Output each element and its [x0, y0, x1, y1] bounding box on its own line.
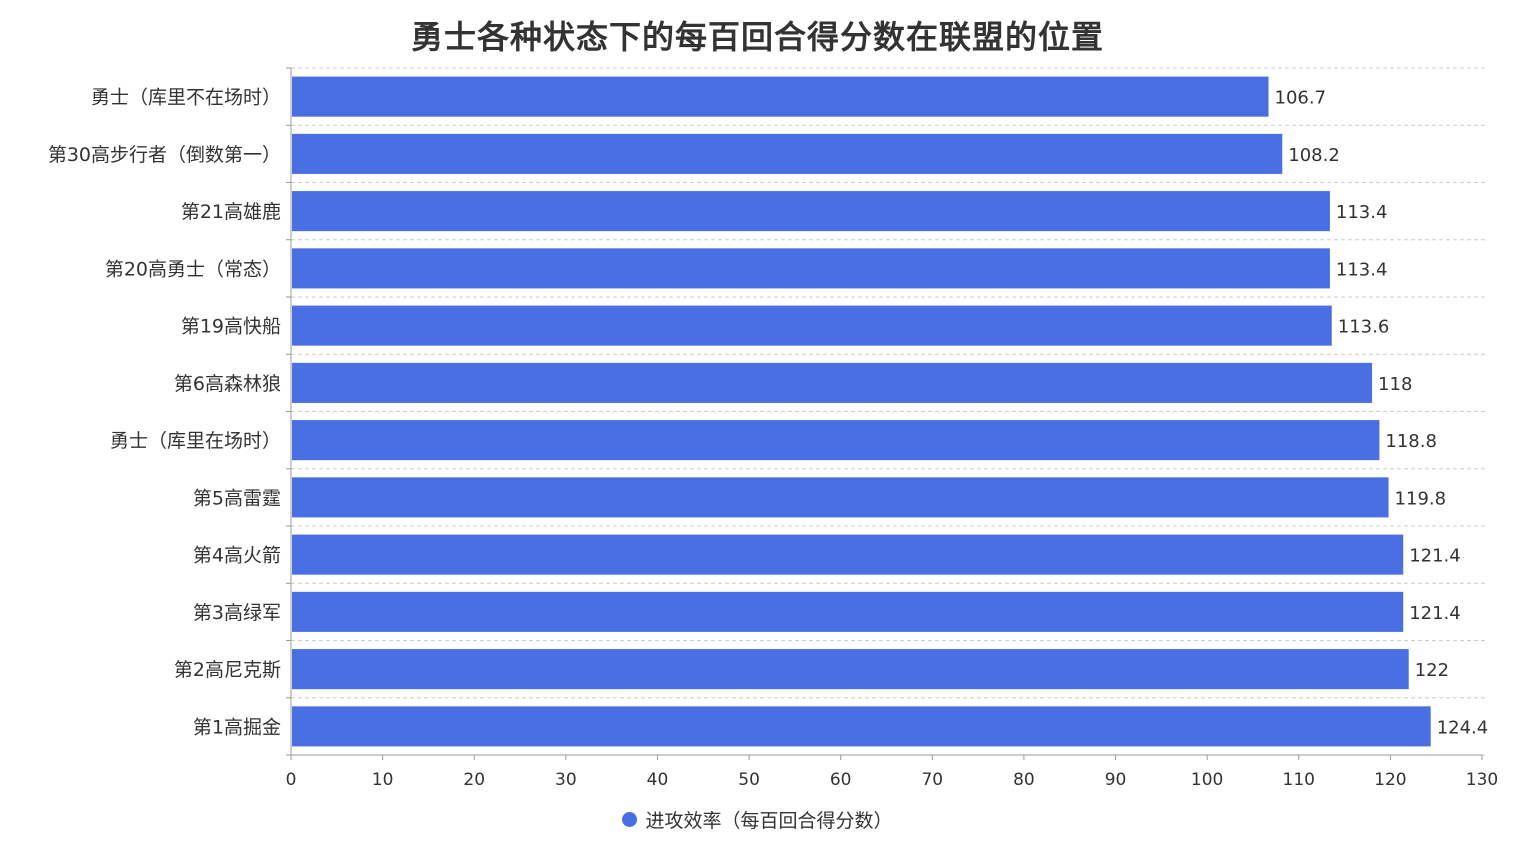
legend: 进攻效率（每百回合得分数） — [0, 806, 1515, 833]
category-label: 第21高雄鹿 — [181, 201, 281, 223]
data-label: 122 — [1415, 660, 1449, 681]
x-tick-label: 50 — [738, 770, 760, 790]
category-label: 勇士（库里在场时） — [110, 430, 281, 452]
category-label: 第1高掘金 — [193, 716, 281, 738]
category-label: 第30高步行者（倒数第一） — [48, 144, 281, 166]
legend-marker-icon — [622, 812, 638, 827]
legend-item[interactable]: 进攻效率（每百回合得分数） — [622, 806, 893, 833]
data-label: 106.7 — [1275, 88, 1327, 109]
bar — [292, 362, 1373, 403]
x-tick-label: 40 — [647, 770, 669, 790]
bar — [292, 133, 1283, 174]
category-label: 第5高雷霆 — [193, 487, 281, 509]
category-label: 第4高火箭 — [193, 545, 281, 567]
bar — [292, 649, 1409, 690]
x-tick-label: 60 — [830, 770, 852, 790]
data-label: 119.8 — [1395, 488, 1447, 509]
x-tick-label: 30 — [555, 770, 577, 790]
data-label: 124.4 — [1437, 717, 1489, 738]
data-label: 121.4 — [1409, 546, 1461, 567]
chart-title: 勇士各种状态下的每百回合得分数在联盟的位置 — [410, 18, 1104, 56]
bar — [292, 76, 1269, 117]
data-label: 113.6 — [1338, 317, 1390, 338]
x-tick-label: 130 — [1466, 770, 1498, 790]
bar — [292, 591, 1404, 632]
x-tick-label: 110 — [1283, 770, 1315, 790]
x-tick-label: 70 — [921, 770, 943, 790]
bar — [292, 706, 1431, 747]
bar — [292, 248, 1330, 289]
category-label: 第2高尼克斯 — [174, 659, 281, 681]
category-label: 第3高绿军 — [193, 602, 281, 624]
bar — [292, 420, 1380, 461]
category-label: 第20高勇士（常态） — [105, 258, 281, 280]
x-tick-label: 80 — [1013, 770, 1035, 790]
data-label: 113.4 — [1336, 259, 1388, 280]
category-label: 勇士（库里不在场时） — [91, 87, 281, 109]
category-label: 第6高森林狼 — [174, 373, 281, 395]
x-tick-label: 120 — [1374, 770, 1406, 790]
data-label: 113.4 — [1336, 202, 1388, 223]
bar — [292, 305, 1332, 346]
bar — [292, 477, 1389, 518]
x-tick-label: 0 — [286, 770, 297, 790]
data-label: 118 — [1378, 374, 1412, 395]
data-label: 108.2 — [1288, 145, 1340, 166]
data-label: 118.8 — [1385, 431, 1437, 452]
data-label: 121.4 — [1409, 603, 1461, 624]
x-tick-label: 90 — [1105, 770, 1127, 790]
legend-label: 进攻效率（每百回合得分数） — [645, 810, 893, 832]
x-tick-label: 100 — [1191, 770, 1223, 790]
x-tick-label: 10 — [372, 770, 394, 790]
bar — [292, 534, 1404, 575]
category-label: 第19高快船 — [181, 316, 281, 338]
x-tick-label: 20 — [463, 770, 485, 790]
bar — [292, 191, 1330, 232]
